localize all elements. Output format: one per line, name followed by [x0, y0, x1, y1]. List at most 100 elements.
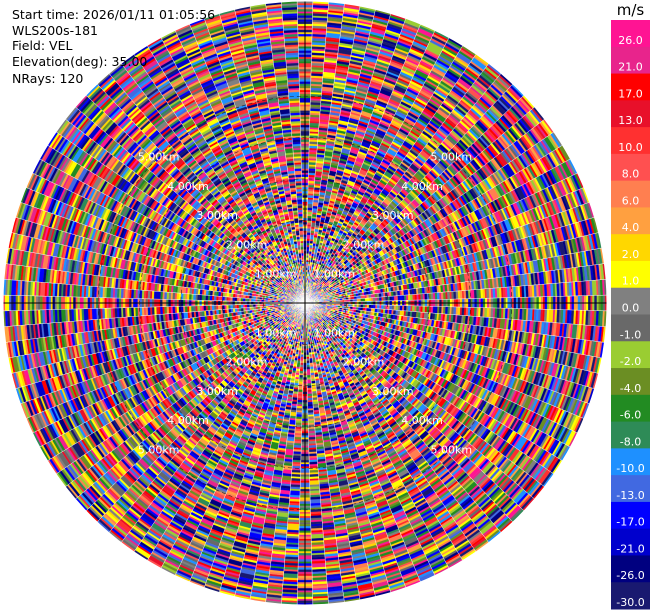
ray-spoke [304, 302, 535, 500]
colorbar-tick-label: -30.0 [616, 596, 644, 609]
ray-spoke [304, 294, 607, 304]
range-ring [263, 261, 347, 345]
colorbar-tick-label: 17.0 [618, 87, 643, 100]
elevation-label: Elevation(deg): 35.00 [12, 54, 147, 69]
ray-spoke [304, 187, 585, 304]
ray-spokes [2, 0, 608, 606]
colorbar-segment [611, 501, 650, 530]
ray-spoke [75, 302, 306, 500]
ray-spoke [304, 53, 477, 304]
ray-spoke [304, 302, 599, 374]
ray-spoke [25, 302, 306, 419]
colorbar-unit-label: m/s [617, 1, 645, 19]
ray-spoke [203, 18, 306, 304]
ray-spoke [20, 201, 306, 304]
ray-spoke [85, 94, 306, 304]
range-ring-label: 5.00km [431, 151, 473, 164]
ray-spoke [304, 302, 376, 597]
colorbar-segment [611, 180, 650, 208]
ray-spoke [218, 13, 306, 304]
colorbar-tick-label: -4.0 [620, 382, 641, 395]
ray-spoke [304, 302, 545, 488]
ray-spoke [55, 302, 306, 475]
colorbar-segment [611, 475, 650, 503]
colorbar-tick-label: -17.0 [616, 516, 644, 529]
range-ring-labels: 1.00km 1.00km 1.00km 1.00km 2.00km 2.00km 2.00… [138, 151, 472, 457]
ray-spoke [304, 302, 477, 553]
ray-spoke [304, 118, 545, 304]
range-ring-label: 2.00km [226, 239, 268, 252]
ray-spoke [304, 1, 314, 304]
ray-spoke [304, 63, 490, 304]
ray-spoke [108, 73, 306, 304]
ray-spoke [304, 302, 345, 603]
ray-spoke [304, 106, 535, 304]
ray-spoke [304, 302, 514, 523]
range-ring-label: 3.00km [372, 385, 414, 398]
ray-spoke [304, 144, 563, 304]
colorbar-segment [611, 153, 650, 182]
range-ring [180, 178, 430, 428]
ppi-outline [2, 0, 608, 606]
ray-spoke [304, 45, 464, 304]
colorbar-segment [611, 46, 650, 75]
ray-spoke [160, 37, 306, 304]
ray-spoke [249, 6, 306, 304]
ray-spoke [281, 1, 306, 304]
colorbar-segment [611, 287, 650, 315]
ray-spoke [32, 172, 306, 304]
range-ring-label: 3.00km [196, 209, 238, 222]
colorbar-segment [611, 207, 650, 235]
ray-spoke [304, 302, 490, 543]
colorbar-segment [611, 314, 650, 342]
colorbar-segment [611, 528, 650, 556]
ray-spoke [304, 302, 602, 359]
ray-spoke [108, 302, 306, 533]
range-rings [97, 95, 513, 511]
ray-spoke [234, 302, 306, 597]
ray-spoke [174, 30, 306, 304]
ray-spoke [3, 294, 306, 304]
ray-spoke [304, 13, 392, 304]
ray-spoke [146, 302, 306, 561]
ray-spoke [304, 3, 345, 304]
ray-spoke [120, 63, 306, 304]
ray-spoke [32, 302, 306, 434]
colorbar-tick-label: -8.0 [620, 435, 641, 448]
ray-spoke [3, 302, 306, 312]
ray-spoke [304, 302, 502, 533]
ray-spoke [160, 302, 306, 569]
range-ring-label: 4.00km [401, 180, 443, 193]
ray-spoke [304, 247, 602, 304]
ray-spoke [304, 216, 595, 304]
ray-spoke [304, 302, 563, 462]
ray-spoke [65, 302, 306, 488]
ray-spoke [296, 1, 306, 304]
ray-spoke [189, 23, 306, 304]
ray-spoke [47, 144, 306, 304]
ray-spoke [304, 23, 421, 304]
ray-spoke [265, 3, 306, 304]
ray-spoke [296, 302, 306, 605]
colorbar-tick-label: -26.0 [616, 569, 644, 582]
ray-spoke [11, 232, 306, 304]
ray-spoke [146, 45, 306, 304]
ray-spoke [234, 9, 306, 304]
ray-spoke [133, 302, 306, 553]
ray-spoke [304, 232, 599, 304]
ray-spoke [304, 30, 436, 304]
ray-spoke [133, 53, 306, 304]
ray-spoke [8, 247, 306, 304]
ray-spoke [304, 302, 450, 569]
range-ring [139, 137, 471, 469]
colorbar-segment [611, 555, 650, 583]
ray-spoke [304, 1, 329, 304]
colorbar-tick-label: -10.0 [616, 462, 644, 475]
ray-spoke [304, 302, 578, 434]
range-ring-label: 4.00km [401, 414, 443, 427]
colorbar-segment [611, 73, 650, 101]
colorbar-tick-label: 0.0 [622, 302, 640, 315]
range-ring-label: 2.00km [343, 239, 385, 252]
ray-spoke [65, 118, 306, 304]
range-ring-label: 4.00km [167, 180, 209, 193]
